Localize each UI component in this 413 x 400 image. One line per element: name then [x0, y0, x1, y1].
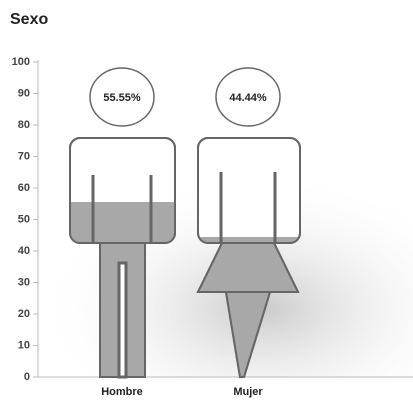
figure-detail [117, 261, 128, 379]
value-label: 44.44% [229, 92, 267, 104]
y-tick-label: 40 [18, 245, 30, 257]
y-tick-label: 80 [18, 119, 30, 131]
y-tick-label: 20 [18, 308, 30, 320]
figure-outline [196, 242, 300, 293]
y-tick-label: 100 [12, 56, 30, 68]
y-tick-label: 90 [18, 87, 30, 99]
y-tick-label: 60 [18, 182, 30, 194]
figure-head [89, 67, 155, 127]
figure-outline [224, 291, 272, 378]
y-tick-label: 10 [18, 339, 30, 351]
figure-head [215, 67, 281, 127]
y-tick-label: 70 [18, 150, 30, 162]
value-label: 55.55% [103, 92, 141, 104]
x-tick-label: Hombre [101, 386, 143, 398]
figure-body [197, 137, 301, 244]
y-tick-label: 0 [24, 371, 30, 383]
chart-title: Sexo [10, 11, 48, 28]
x-tick-label: Mujer [233, 386, 263, 398]
y-tick-label: 50 [18, 213, 30, 225]
y-tick-label: 30 [18, 276, 30, 288]
